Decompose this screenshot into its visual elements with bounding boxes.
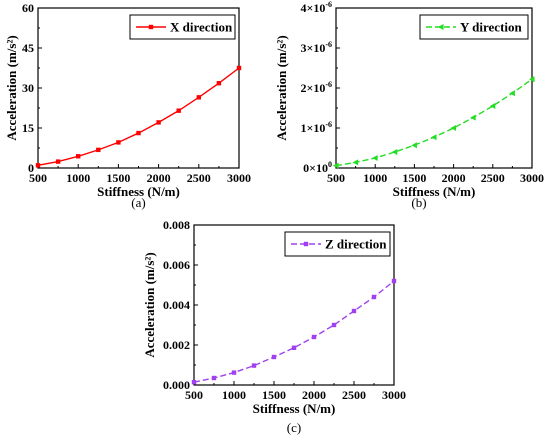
data-point — [236, 65, 242, 71]
x-tick-label: 500 — [29, 171, 47, 185]
x-tick-label: 2000 — [442, 171, 466, 185]
data-point — [291, 345, 297, 350]
data-point — [196, 95, 201, 100]
data-point — [391, 149, 398, 155]
legend-marker — [303, 241, 309, 247]
data-point — [55, 159, 61, 164]
legend: Z direction — [284, 231, 391, 257]
y-axis-label: Acceleration (m/s²) — [274, 35, 289, 140]
x-tick-label: 500 — [185, 388, 203, 402]
legend-label: Y direction — [460, 20, 523, 35]
data-point — [333, 162, 339, 169]
x-axis-label: Stiffness (N/m) — [97, 184, 180, 199]
series-line — [37, 67, 240, 167]
legend-label: X direction — [170, 20, 233, 35]
y-tick-label: 0.004 — [163, 298, 190, 312]
data-point — [76, 154, 81, 159]
data-point — [216, 81, 222, 86]
x-axis-label: Stiffness (N/m) — [253, 401, 336, 416]
y-tick-label: 30 — [22, 81, 34, 95]
data-point — [211, 375, 217, 381]
data-point — [371, 294, 377, 300]
legend: Y direction — [419, 14, 529, 40]
x-tick-label: 2500 — [481, 171, 505, 185]
data-point — [431, 134, 437, 141]
x-tick-label: 500 — [327, 171, 345, 185]
y-tick-label: 15 — [22, 121, 34, 135]
y-tick-label: 0.002 — [163, 338, 190, 352]
panel-label: (a) — [131, 195, 145, 210]
panel-label: (c) — [287, 420, 301, 435]
data-point — [96, 147, 101, 153]
data-point — [450, 125, 457, 131]
data-point — [509, 90, 515, 97]
y-tick-label: 0 — [28, 161, 34, 175]
x-tick-label: 1000 — [66, 171, 90, 185]
legend-marker — [438, 24, 444, 30]
x-tick-label: 1500 — [402, 171, 426, 185]
x-tick-label: 3000 — [227, 171, 251, 185]
y-tick-label: 3×10-6 — [300, 40, 332, 55]
series-line — [335, 78, 533, 167]
y-tick-label: 2×10-6 — [300, 80, 332, 95]
data-point — [331, 322, 337, 328]
x-tick-label: 1000 — [363, 171, 387, 185]
x-tick-label: 3000 — [520, 171, 544, 185]
chart-panel-2: 500 1000 1500 2000 2500 3000 0×100 1×10-6 2×10-6… — [274, 0, 544, 210]
data-point — [176, 108, 181, 113]
data-point — [116, 140, 121, 145]
data-point — [489, 103, 496, 109]
y-tick-label: 60 — [22, 1, 34, 15]
y-tick-label: 4×10-6 — [300, 0, 332, 15]
y-tick-label: 1×10-6 — [300, 120, 332, 135]
legend-marker — [148, 24, 154, 30]
chart-panel-3: 500 1000 1500 2000 2500 3000 0.000 0.002 0.004 0.… — [142, 218, 406, 435]
data-point — [35, 163, 41, 168]
series-line — [193, 280, 395, 383]
x-axis-label: Stiffness (N/m) — [393, 184, 476, 199]
y-axis-label: Acceleration (m/s²) — [142, 252, 157, 357]
data-point — [136, 130, 141, 136]
y-tick-label: 0.006 — [163, 258, 190, 272]
data-point — [231, 370, 237, 375]
data-point — [391, 278, 397, 284]
x-tick-label: 2500 — [187, 171, 211, 185]
data-point — [311, 334, 317, 340]
data-point — [351, 308, 357, 314]
data-point — [470, 114, 476, 121]
data-point — [372, 155, 378, 161]
data-point — [271, 354, 277, 360]
y-tick-label: 0.008 — [163, 218, 190, 232]
x-tick-label: 2000 — [147, 171, 171, 185]
legend-label: Z direction — [325, 237, 387, 252]
y-tick-label: 45 — [22, 41, 34, 55]
legend: X direction — [129, 14, 236, 40]
x-tick-label: 2500 — [342, 388, 366, 402]
y-tick-label: 0×100 — [303, 160, 332, 175]
x-tick-label: 1500 — [262, 388, 286, 402]
y-axis-label: Acceleration (m/s²) — [4, 35, 19, 140]
data-point — [191, 380, 197, 385]
panel-label: (b) — [411, 195, 426, 210]
data-point — [352, 159, 359, 166]
x-tick-label: 2000 — [302, 388, 326, 402]
y-tick-label: 0.000 — [163, 378, 190, 392]
x-tick-label: 1500 — [106, 171, 130, 185]
data-point — [251, 363, 257, 368]
x-tick-label: 1000 — [222, 388, 246, 402]
data-point — [529, 76, 535, 83]
legend-box — [419, 14, 529, 40]
data-point — [156, 120, 161, 125]
data-point — [411, 142, 417, 149]
x-tick-label: 3000 — [382, 388, 406, 402]
chart-panel-1: 500 1000 1500 2000 2500 3000 0 15 30 45 60 Stiffnes… — [4, 1, 251, 210]
